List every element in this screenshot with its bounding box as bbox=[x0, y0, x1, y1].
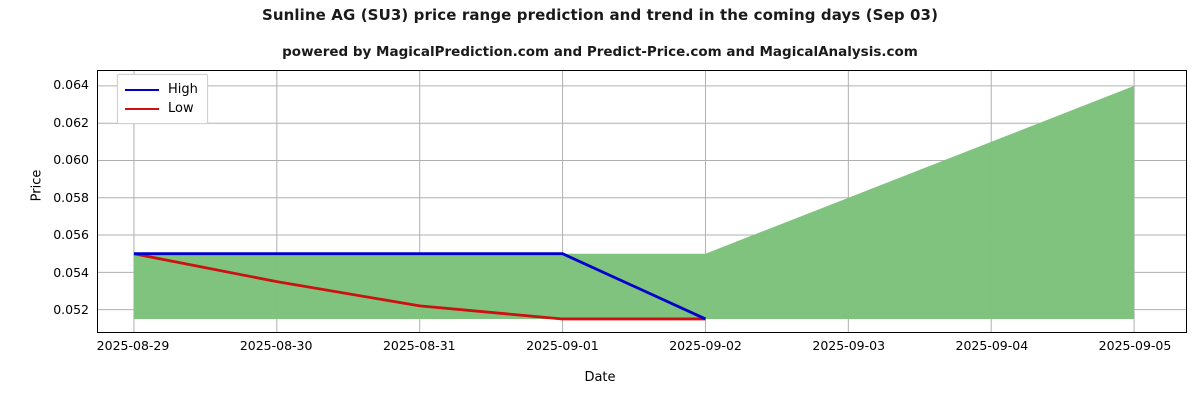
legend-label-high: High bbox=[168, 82, 198, 97]
x-axis-label: Date bbox=[584, 370, 616, 385]
plot-area bbox=[97, 70, 1187, 333]
chart-title: Sunline AG (SU3) price range prediction … bbox=[261, 6, 939, 24]
x-tick-label-3: 2025-09-01 bbox=[526, 338, 599, 353]
y-tick-label-6: 0.064 bbox=[53, 77, 89, 93]
chart-subtitle: powered by MagicalPrediction.com and Pre… bbox=[282, 44, 918, 60]
series-line-low bbox=[133, 252, 706, 321]
legend-swatch-low bbox=[125, 107, 159, 110]
x-tick-label-2: 2025-08-31 bbox=[382, 338, 456, 353]
legend-item-high[interactable]: High bbox=[125, 80, 198, 99]
x-tick-label-1: 2025-08-30 bbox=[239, 338, 313, 353]
y-tick-label-0: 0.052 bbox=[53, 302, 89, 318]
legend-item-low[interactable]: Low bbox=[125, 99, 198, 118]
x-tick-label-0: 2025-08-29 bbox=[96, 338, 170, 353]
y-tick-label-3: 0.058 bbox=[53, 189, 89, 205]
chart-legend: High Low bbox=[117, 74, 208, 124]
y-tick-label-1: 0.054 bbox=[53, 264, 89, 280]
y-tick-label-5: 0.062 bbox=[53, 114, 89, 130]
y-tick-label-4: 0.060 bbox=[53, 152, 89, 168]
series-line-high bbox=[133, 252, 707, 321]
x-tick-label-6: 2025-09-04 bbox=[955, 338, 1029, 353]
x-tick-label-7: 2025-09-05 bbox=[1098, 338, 1172, 353]
y-tick-label-2: 0.056 bbox=[53, 227, 89, 243]
x-tick-label-4: 2025-09-02 bbox=[669, 338, 742, 353]
x-tick-label-5: 2025-09-03 bbox=[812, 338, 886, 353]
predicted-range-band bbox=[133, 85, 1135, 319]
legend-swatch-high bbox=[125, 88, 159, 91]
legend-label-low: Low bbox=[168, 101, 194, 116]
plot-canvas bbox=[98, 71, 1186, 332]
